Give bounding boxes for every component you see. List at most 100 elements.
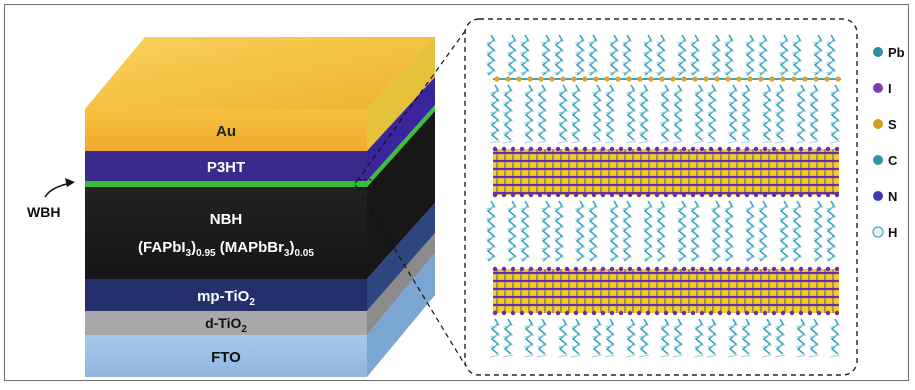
iodine-atom bbox=[627, 266, 633, 272]
s-atom-icon bbox=[873, 119, 883, 129]
iodine-atom bbox=[807, 266, 813, 272]
h-bond bbox=[795, 324, 807, 328]
h-bond bbox=[672, 324, 684, 328]
iodine-atom bbox=[735, 266, 741, 272]
h-bond bbox=[591, 324, 603, 328]
iodine-atom bbox=[663, 192, 669, 198]
legend-item-h: H bbox=[872, 225, 897, 240]
iodine-atom bbox=[690, 192, 696, 198]
iodine-atom bbox=[771, 310, 777, 316]
iodine-atom bbox=[654, 146, 660, 152]
formula-part2: (MAPbBr bbox=[216, 239, 284, 256]
legend-item-i: I bbox=[873, 81, 892, 96]
h-bond bbox=[693, 110, 705, 114]
atom-legend: Pb I S C N H bbox=[872, 45, 905, 240]
h-bond bbox=[706, 324, 718, 328]
h-bond bbox=[791, 40, 803, 44]
h-bond bbox=[557, 344, 569, 348]
h-bond bbox=[727, 324, 739, 328]
h-bond bbox=[502, 344, 514, 348]
lower-chain bbox=[779, 200, 789, 262]
h-bond bbox=[723, 70, 735, 74]
h-bond bbox=[608, 236, 620, 240]
h-bond bbox=[723, 40, 735, 44]
h-bond bbox=[808, 130, 820, 134]
iodine-atom bbox=[573, 192, 579, 198]
h-bond bbox=[655, 40, 667, 44]
h-bond bbox=[485, 226, 497, 230]
h-bond bbox=[808, 140, 820, 144]
lower-chain bbox=[541, 200, 551, 262]
lower-chain bbox=[554, 200, 564, 262]
h-bond bbox=[625, 110, 637, 114]
h-bond bbox=[557, 354, 569, 358]
h-bond bbox=[489, 90, 501, 94]
h-bond bbox=[587, 226, 599, 230]
h-bond bbox=[655, 206, 667, 210]
h-bond bbox=[608, 40, 620, 44]
h-bond bbox=[621, 60, 633, 64]
h-bond bbox=[625, 140, 637, 144]
h-bond bbox=[774, 90, 786, 94]
h-bond bbox=[659, 100, 671, 104]
iodine-atom bbox=[708, 146, 714, 152]
h-bond bbox=[523, 100, 535, 104]
h-bond bbox=[791, 226, 803, 230]
h-bond bbox=[812, 256, 824, 260]
iodine-atom bbox=[834, 146, 840, 152]
iodine-atom bbox=[780, 146, 786, 152]
h-bond bbox=[778, 216, 790, 220]
h-bond bbox=[604, 110, 616, 114]
h-bond bbox=[757, 236, 769, 240]
h-bond bbox=[740, 140, 752, 144]
h-bond bbox=[757, 246, 769, 250]
h-bond bbox=[553, 246, 565, 250]
iodine-atom bbox=[789, 146, 795, 152]
h-bond bbox=[693, 100, 705, 104]
iodine-atom bbox=[735, 192, 741, 198]
h-bond bbox=[744, 40, 756, 44]
h-bond bbox=[812, 40, 824, 44]
h-bond bbox=[523, 334, 535, 338]
h-bond bbox=[761, 130, 773, 134]
legend-item-s: S bbox=[873, 117, 897, 132]
h-bond bbox=[727, 100, 739, 104]
h-bond bbox=[774, 344, 786, 348]
h-bond bbox=[761, 334, 773, 338]
d-tio2-layer bbox=[85, 311, 367, 335]
h-bond bbox=[710, 226, 722, 230]
h-bond bbox=[672, 90, 684, 94]
iodine-atom bbox=[807, 192, 813, 198]
h-bond bbox=[659, 354, 671, 358]
h-bond bbox=[625, 100, 637, 104]
h-bond bbox=[829, 130, 841, 134]
iodine-atom bbox=[762, 146, 768, 152]
h-bond bbox=[540, 206, 552, 210]
lower-chain bbox=[758, 200, 768, 262]
h-bond bbox=[591, 120, 603, 124]
iodine-atom bbox=[672, 266, 678, 272]
h-bond bbox=[829, 110, 841, 114]
h-bond bbox=[689, 246, 701, 250]
h-bond bbox=[540, 256, 552, 260]
h-bond bbox=[574, 246, 586, 250]
h-bond bbox=[485, 256, 497, 260]
h-bond bbox=[795, 130, 807, 134]
h-bond bbox=[672, 120, 684, 124]
h-bond bbox=[557, 334, 569, 338]
h-bond bbox=[604, 324, 616, 328]
iodine-atom bbox=[636, 146, 642, 152]
h-bond bbox=[557, 120, 569, 124]
h-bond bbox=[689, 236, 701, 240]
iodine-atom bbox=[618, 192, 624, 198]
formula-sub1: 3 bbox=[186, 248, 192, 259]
h-bond bbox=[502, 334, 514, 338]
iodine-atom bbox=[663, 146, 669, 152]
iodine-atom bbox=[573, 310, 579, 316]
iodine-atom bbox=[528, 266, 534, 272]
h-bond bbox=[744, 226, 756, 230]
h-bond bbox=[740, 324, 752, 328]
h-bond bbox=[829, 324, 841, 328]
h-bond bbox=[829, 100, 841, 104]
h-bond bbox=[791, 256, 803, 260]
